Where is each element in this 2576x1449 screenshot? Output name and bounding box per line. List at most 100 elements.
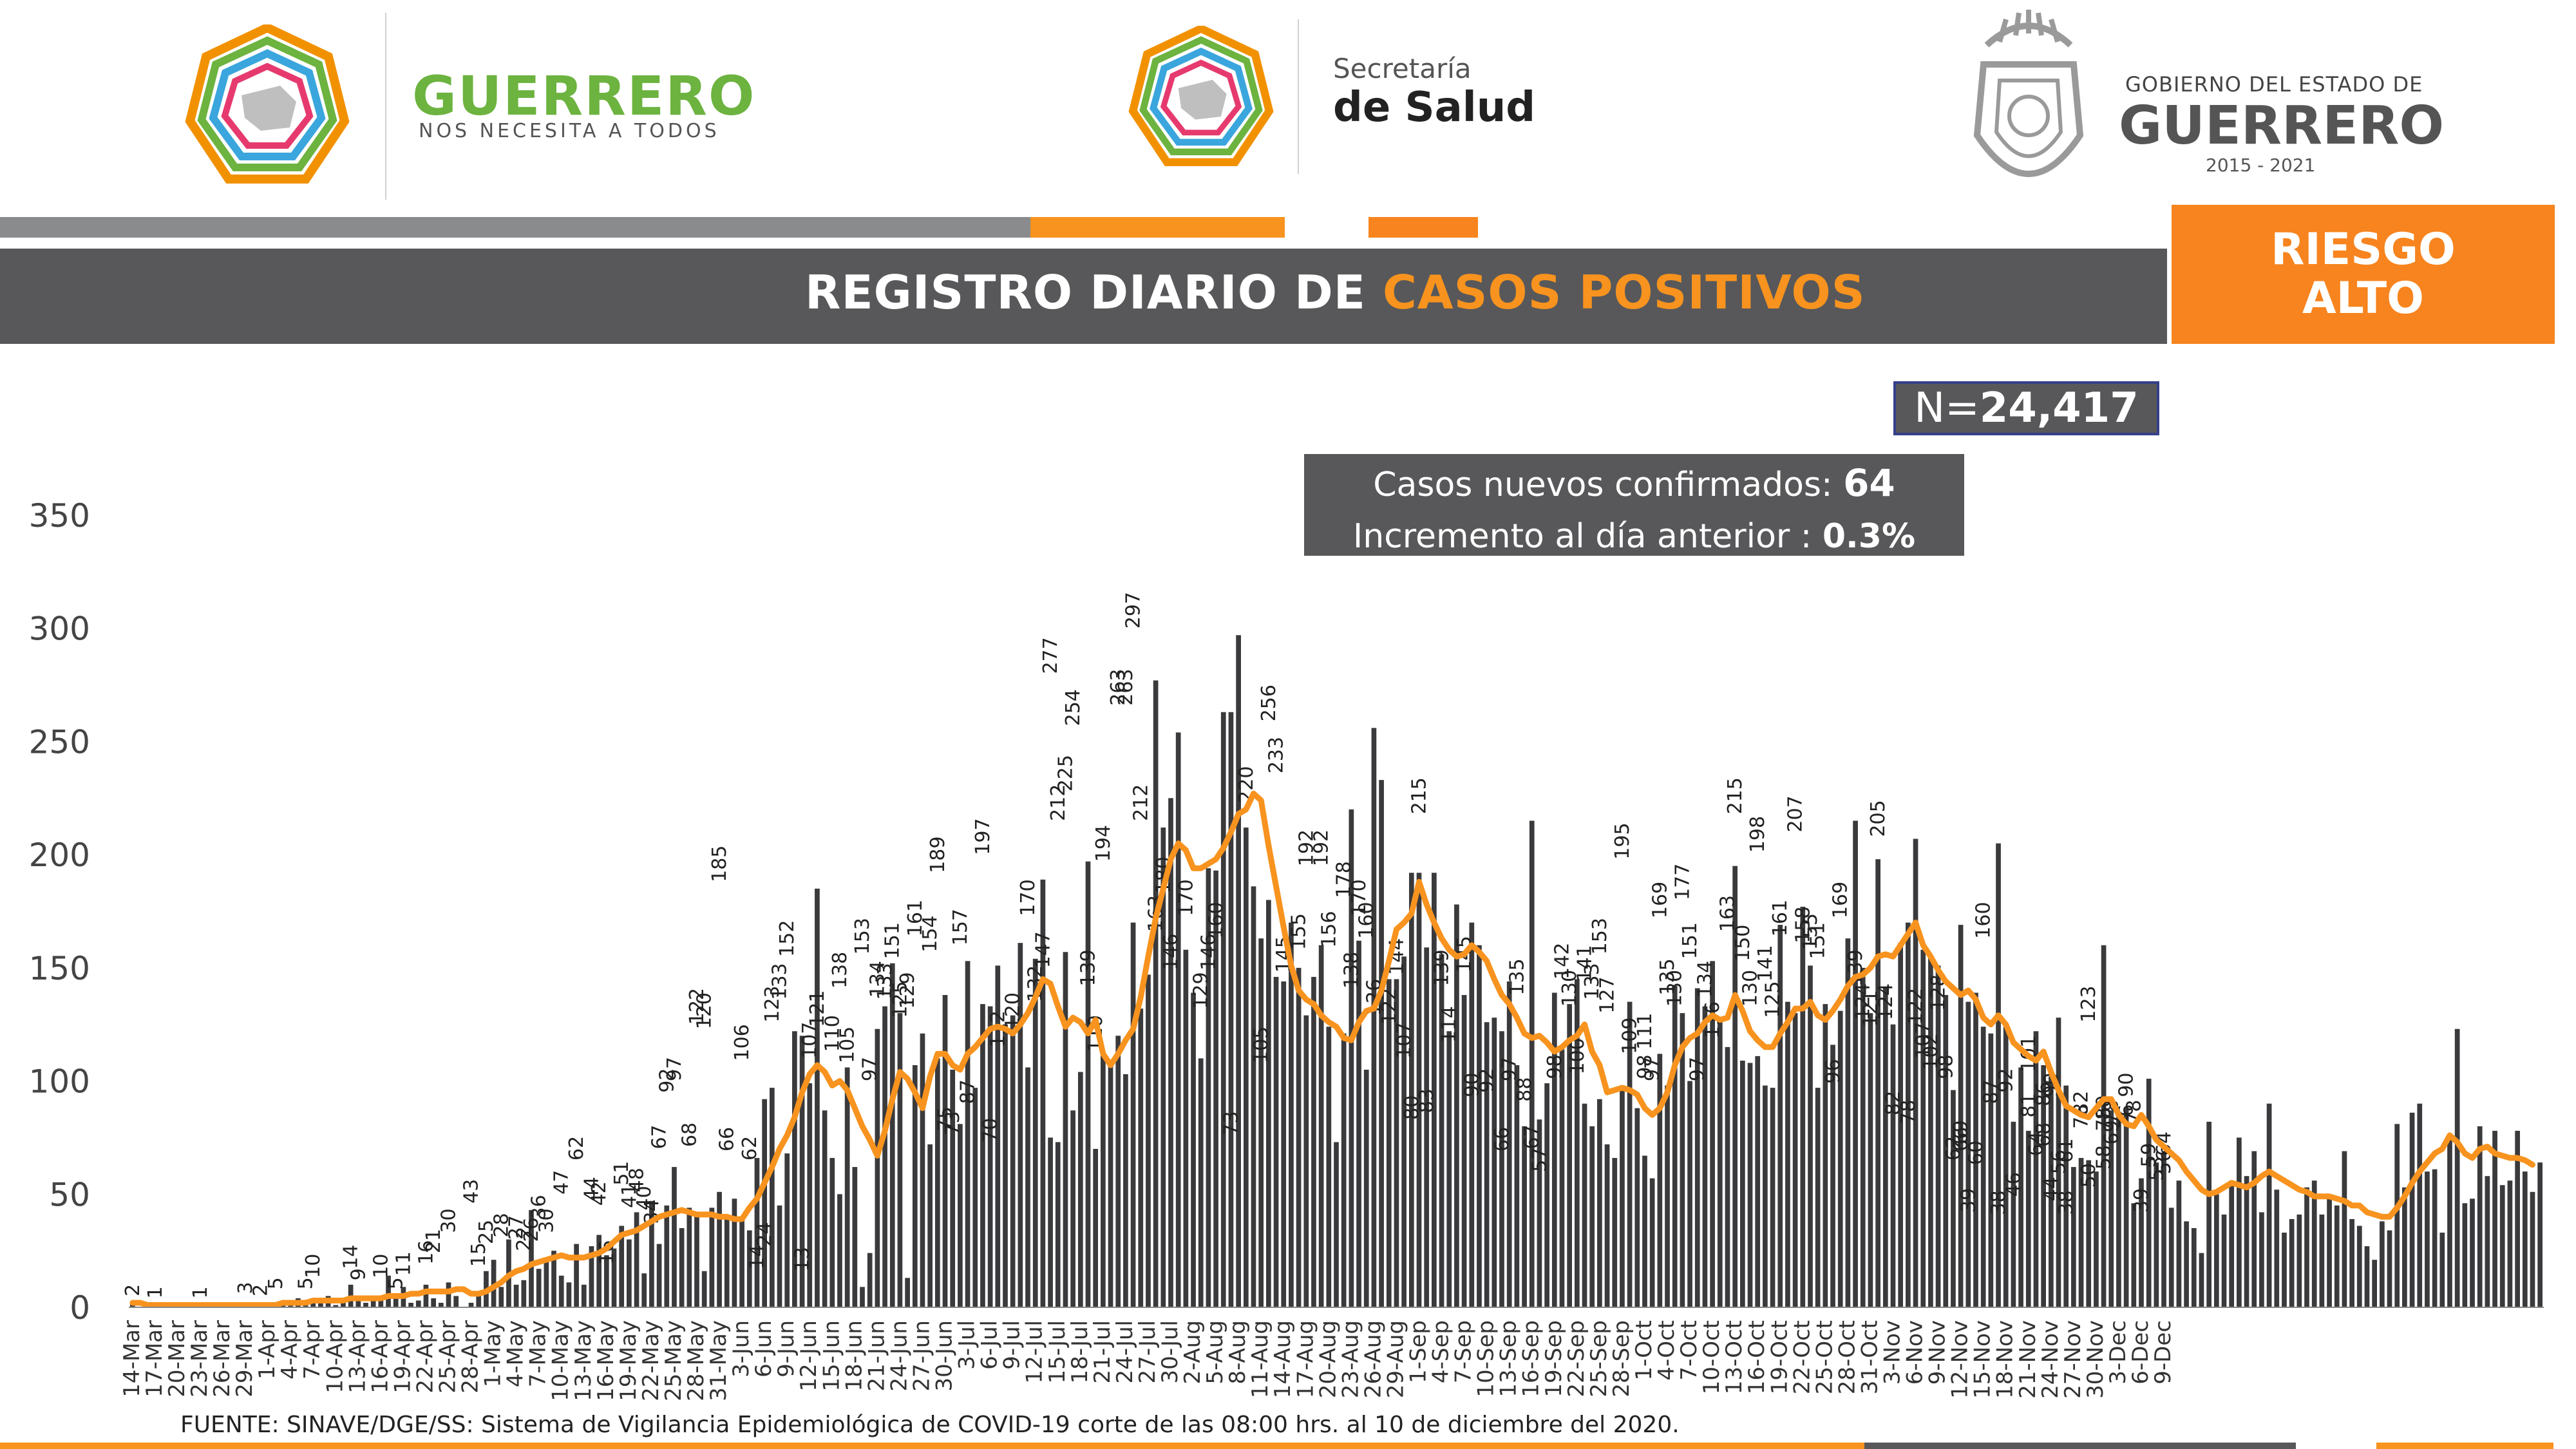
bar (611, 1248, 617, 1307)
bar (1461, 995, 1467, 1307)
bar (634, 1212, 639, 1307)
bar (1492, 1018, 1497, 1307)
bar (1243, 827, 1249, 1307)
x-tick-label: 19-Oct (1766, 1320, 1792, 1394)
bar (318, 1302, 323, 1307)
bar (792, 1031, 797, 1307)
bar (2274, 1189, 2280, 1307)
bar (1642, 1155, 1647, 1307)
bar-value-label: 25 (475, 1220, 498, 1244)
increment-value: 0.3% (1822, 517, 1916, 556)
risk-badge: RIESGO ALTO (2172, 205, 2555, 344)
bar (1649, 1178, 1655, 1307)
bar (1951, 1090, 1956, 1307)
bar (1236, 635, 1241, 1307)
x-tick-label: 29-Aug (1383, 1320, 1408, 1398)
bar-value-label: 66 (1491, 1127, 1513, 1151)
bar (2432, 1169, 2438, 1307)
risk-badge-line1: RIESGO (2271, 223, 2456, 275)
bar (2266, 1103, 2272, 1307)
bar (784, 1153, 790, 1307)
bar (2154, 1162, 2159, 1307)
x-tick-label: 3-Jun (728, 1320, 754, 1378)
bar (1620, 1088, 1625, 1307)
bar-value-label: 123 (761, 985, 784, 1022)
bar (2304, 1187, 2309, 1307)
bar (423, 1284, 429, 1307)
bar (1815, 1088, 1821, 1307)
bar (513, 1284, 519, 1307)
bar (2387, 1230, 2392, 1307)
bar (333, 1305, 339, 1307)
bar-value-label: 277 (1039, 637, 1062, 674)
bar (310, 1300, 316, 1307)
x-tick-label: 27-Jun (909, 1320, 934, 1392)
x-tick-label: 15-Nov (1970, 1320, 1996, 1399)
bar (1574, 979, 1580, 1307)
x-tick-label: 16-Apr (367, 1320, 393, 1394)
bar-value-label: 135 (1656, 958, 1679, 995)
x-tick-label: 12-Jul (1022, 1320, 1048, 1383)
x-tick-label: 6-Jul (977, 1320, 1003, 1370)
bar (558, 1275, 564, 1307)
bar-value-label: 146 (1197, 934, 1220, 971)
bar-value-label: 157 (949, 909, 972, 945)
y-tick-label: 100 (29, 1063, 90, 1101)
x-tick-label: 22-Oct (1789, 1320, 1815, 1394)
bar (1032, 958, 1038, 1307)
bottom-stripe-orange (0, 1443, 1864, 1449)
bar (1432, 873, 1437, 1307)
bar-value-label: 67 (1521, 1124, 1544, 1149)
bar (2063, 1085, 2069, 1307)
bar (1379, 780, 1384, 1307)
bar (1198, 1058, 1204, 1307)
bar (2146, 1079, 2152, 1307)
bar-value-label: 97 (1642, 1057, 1664, 1081)
bar-value-label: 13 (791, 1247, 814, 1271)
bar (1890, 1024, 1896, 1307)
bar-value-label: 87 (1980, 1079, 2002, 1104)
bar (2011, 1121, 2016, 1307)
state-seal (1961, 6, 2096, 213)
bar (958, 1124, 963, 1307)
y-tick-label: 300 (29, 611, 90, 648)
x-tick-label: 4-May (503, 1320, 529, 1387)
bar (2492, 1130, 2497, 1307)
bar (1800, 906, 1806, 1307)
bar (1680, 1013, 1685, 1307)
bar (1326, 1027, 1332, 1307)
bar (2244, 1176, 2249, 1307)
top-stripe-orange-small (1368, 217, 1478, 238)
bar-value-label: 21 (422, 1229, 445, 1253)
bar (2297, 1214, 2302, 1307)
bar (1160, 827, 1166, 1307)
bar (2477, 1126, 2483, 1307)
bar-value-label: 83 (1416, 1088, 1438, 1113)
state-seal-line1: GOBIERNO DEL ESTADO DE (2125, 72, 2423, 97)
bar-value-label: 86 (2032, 1082, 2055, 1106)
bar (2507, 1180, 2513, 1307)
bar-value-label: 120 (694, 992, 716, 1029)
bar (370, 1296, 376, 1307)
new-cases-value: 64 (1843, 461, 1895, 505)
bar-value-label: 212 (1130, 784, 1152, 821)
bar (2116, 1115, 2121, 1307)
bar-value-label: 178 (1333, 861, 1356, 898)
bar (942, 995, 948, 1307)
bar (852, 1167, 858, 1307)
moving-average-polyline (129, 790, 2535, 1308)
bar (1469, 922, 1475, 1307)
bar (1830, 1045, 1835, 1307)
bar-value-label: 161 (904, 900, 927, 936)
bar (1739, 1060, 1745, 1307)
x-tick-label: 9-Dec (2150, 1320, 2176, 1385)
bar (303, 1305, 308, 1307)
x-tick-label: 17-Aug (1293, 1320, 1318, 1398)
bar-value-label: 16 (415, 1240, 437, 1265)
bar (2470, 1198, 2475, 1307)
bar (2206, 1121, 2211, 1307)
bar-value-label: 151 (1807, 922, 1830, 959)
x-tick-label: 16-Sep (1519, 1320, 1544, 1397)
bar (754, 1158, 760, 1307)
bar (1882, 988, 1888, 1307)
